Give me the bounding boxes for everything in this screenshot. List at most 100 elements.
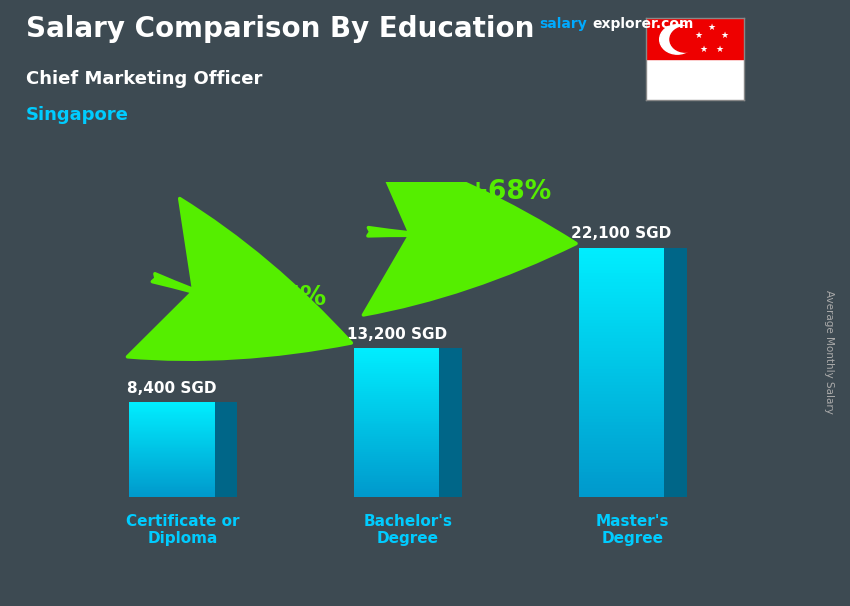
Bar — [354, 462, 439, 464]
Bar — [129, 405, 215, 406]
Bar — [129, 447, 215, 448]
Bar — [579, 270, 665, 273]
Bar — [129, 493, 215, 494]
Bar — [354, 401, 439, 402]
FancyArrowPatch shape — [364, 148, 576, 315]
Bar — [579, 295, 665, 298]
Bar — [354, 371, 439, 373]
Bar — [354, 447, 439, 448]
Bar — [129, 415, 215, 416]
Bar — [129, 432, 215, 433]
Circle shape — [660, 25, 694, 54]
Bar — [579, 313, 665, 316]
Bar — [354, 454, 439, 456]
Text: Average Monthly Salary: Average Monthly Salary — [824, 290, 834, 413]
Bar — [354, 493, 439, 495]
Bar — [579, 310, 665, 313]
Bar — [354, 458, 439, 460]
Bar — [129, 444, 215, 445]
Bar — [129, 477, 215, 478]
Bar — [354, 441, 439, 443]
Bar — [579, 291, 665, 295]
Bar — [579, 447, 665, 450]
Bar — [579, 363, 665, 367]
Bar — [354, 378, 439, 380]
Bar — [129, 413, 215, 415]
Bar — [354, 445, 439, 447]
Bar — [354, 452, 439, 454]
Bar — [129, 472, 215, 473]
Bar — [354, 467, 439, 469]
Bar — [354, 495, 439, 497]
Bar — [354, 382, 439, 384]
Bar — [129, 464, 215, 465]
Bar — [129, 468, 215, 470]
Bar — [579, 301, 665, 304]
Bar — [354, 430, 439, 432]
Bar — [354, 443, 439, 445]
Circle shape — [670, 27, 700, 52]
Bar — [129, 453, 215, 454]
Bar — [129, 465, 215, 466]
Bar — [579, 298, 665, 301]
Bar — [354, 490, 439, 491]
Bar — [354, 354, 439, 356]
Bar — [129, 411, 215, 412]
Bar — [579, 407, 665, 410]
Bar — [579, 351, 665, 354]
Bar — [129, 473, 215, 474]
Bar — [579, 428, 665, 431]
Bar — [129, 481, 215, 482]
Bar — [129, 488, 215, 490]
Bar — [354, 367, 439, 369]
Bar — [354, 391, 439, 393]
Bar — [579, 491, 665, 494]
Bar — [579, 282, 665, 285]
Bar — [579, 398, 665, 401]
Bar — [579, 345, 665, 348]
Bar — [354, 473, 439, 474]
Bar — [129, 416, 215, 418]
Bar — [354, 348, 439, 350]
Bar — [354, 402, 439, 404]
Bar — [129, 496, 215, 497]
Bar — [354, 432, 439, 434]
Bar — [579, 348, 665, 351]
Bar — [129, 424, 215, 425]
Bar — [579, 472, 665, 475]
Bar — [354, 384, 439, 385]
Bar — [579, 373, 665, 376]
Bar — [354, 464, 439, 465]
Bar — [579, 413, 665, 416]
Bar — [129, 476, 215, 477]
Bar — [579, 391, 665, 395]
Bar — [129, 454, 215, 456]
Bar — [129, 486, 215, 487]
Bar — [129, 446, 215, 447]
Bar — [354, 488, 439, 490]
Text: salary: salary — [540, 17, 587, 31]
Text: Chief Marketing Officer: Chief Marketing Officer — [26, 70, 262, 88]
Bar — [579, 416, 665, 419]
Bar — [129, 484, 215, 485]
Bar — [354, 427, 439, 428]
Bar — [354, 358, 439, 359]
Polygon shape — [665, 248, 687, 497]
Bar — [354, 395, 439, 397]
Bar — [129, 483, 215, 484]
Bar — [354, 436, 439, 438]
Bar — [579, 475, 665, 478]
Bar — [354, 491, 439, 493]
Bar — [354, 369, 439, 371]
Bar — [129, 461, 215, 462]
Bar — [354, 406, 439, 408]
Text: 8,400 SGD: 8,400 SGD — [128, 381, 217, 396]
Bar — [579, 323, 665, 326]
Bar — [579, 288, 665, 291]
Bar — [354, 474, 439, 476]
Text: ★: ★ — [721, 32, 729, 40]
Bar — [129, 466, 215, 467]
Bar — [354, 478, 439, 480]
Bar — [129, 402, 215, 404]
Bar — [579, 276, 665, 279]
